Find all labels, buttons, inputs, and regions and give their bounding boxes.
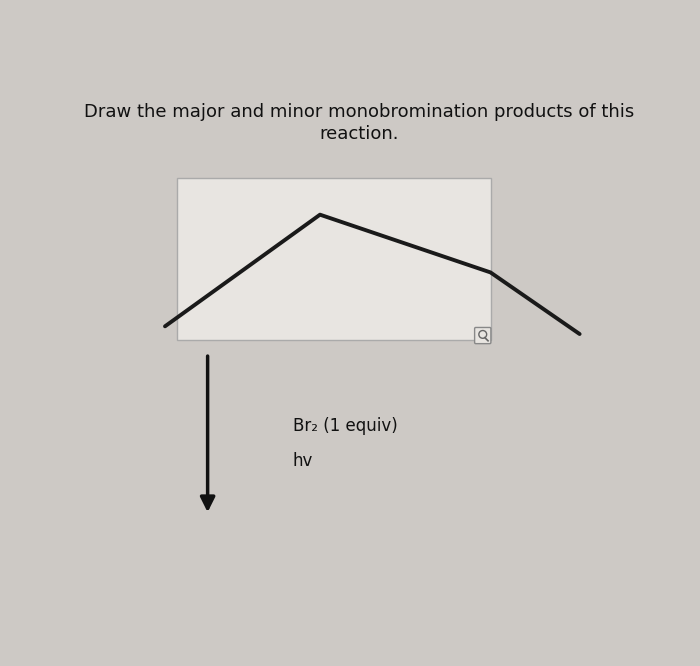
- FancyBboxPatch shape: [475, 328, 491, 344]
- Text: Br₂ (1 equiv): Br₂ (1 equiv): [293, 418, 398, 436]
- Text: hv: hv: [293, 452, 314, 470]
- Text: Draw the major and minor monobromination products of this: Draw the major and minor monobromination…: [83, 103, 634, 121]
- Text: reaction.: reaction.: [319, 125, 398, 143]
- FancyBboxPatch shape: [176, 178, 491, 340]
